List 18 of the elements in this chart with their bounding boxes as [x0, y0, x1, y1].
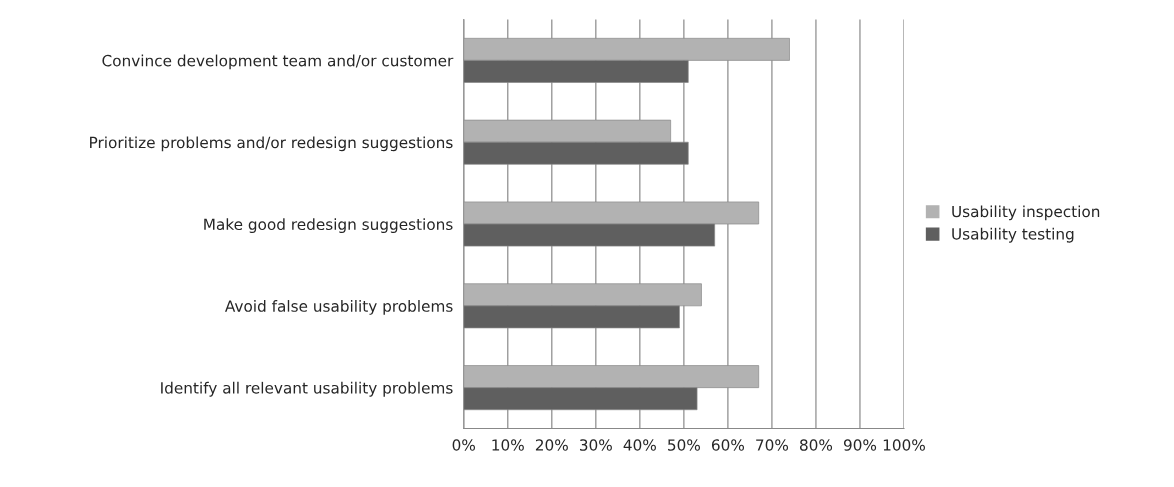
- y-tick-label: Identify all relevant usability problems: [161, 381, 453, 397]
- y-tick-label: Prioritize problems and/or redesign suggestions: [90, 136, 453, 152]
- x-tick-label: 0%: [452, 439, 476, 451]
- x-tick-label: 80%: [799, 439, 833, 451]
- x-tick-label: 60%: [711, 439, 745, 451]
- x-tick-label: 30%: [579, 439, 612, 451]
- x-tick-label: 20%: [535, 439, 568, 451]
- legend-label: Usability testing: [952, 227, 1074, 243]
- x-tick-label: 100%: [883, 439, 925, 451]
- x-tick-label: 40%: [623, 439, 656, 451]
- y-tick-label: Make good redesign suggestions: [204, 218, 453, 233]
- x-tick-label: 90%: [843, 439, 877, 451]
- y-tick-label: Avoid false usability problems: [225, 300, 453, 315]
- x-tick-label: 10%: [492, 439, 524, 451]
- legend-label: Usability inspection: [952, 205, 1100, 221]
- x-tick-label: 50%: [668, 439, 700, 451]
- x-tick-label: 70%: [756, 439, 789, 451]
- y-tick-label: Convince development team and/or customer: [102, 54, 454, 70]
